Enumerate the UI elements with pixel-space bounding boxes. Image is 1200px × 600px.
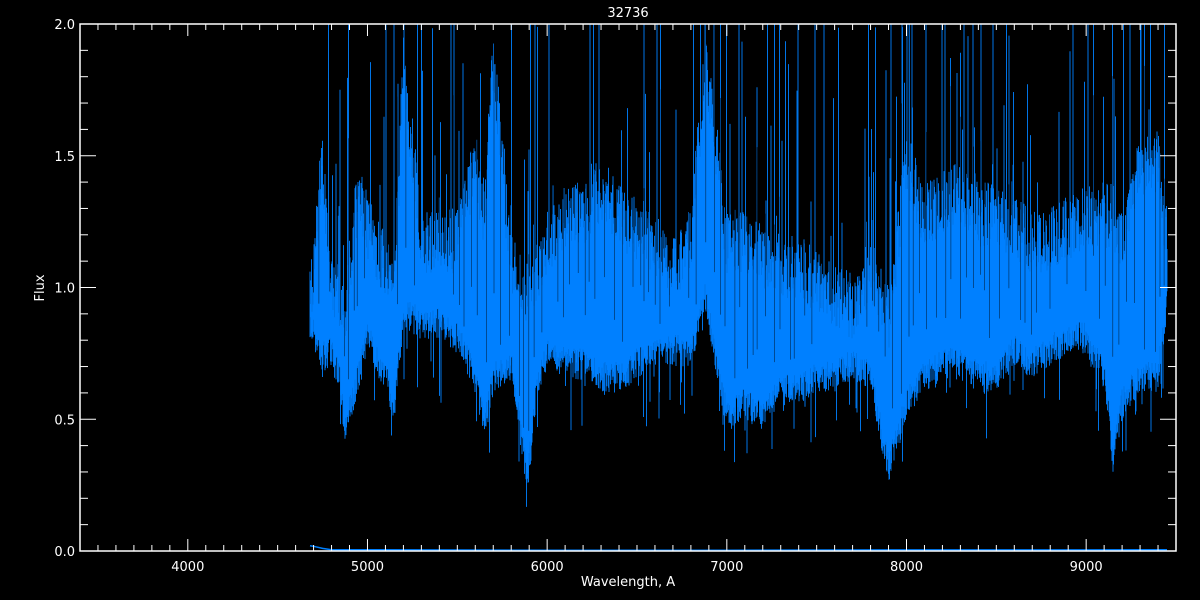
x-axis-label: Wavelength, A [581,575,675,590]
error-series-line [309,544,1168,551]
x-tick-label: 6000 [531,560,564,575]
x-tick-label: 7000 [710,560,743,575]
axes: 4000 5000 6000 7000 8000 9000 0.0 0.5 1.0 1.5 2.0 [54,18,1177,575]
x-tick-label: 8000 [890,560,923,575]
y-tick-label: 0.5 [54,413,75,428]
y-axis-label: Flux [33,274,48,301]
flux-series-line [309,24,1168,507]
chart-title: 32736 [607,6,648,21]
flux-absorption-lines [309,24,1165,431]
x-tick-label: 4000 [171,560,204,575]
y-tick-label: 2.0 [54,18,75,33]
x-tick-label: 9000 [1070,560,1103,575]
y-tick-label: 1.0 [54,282,75,297]
y-tick-label: 1.5 [54,150,75,165]
x-tick-label: 5000 [351,560,384,575]
plot-area [309,24,1168,551]
y-tick-label: 0.0 [54,545,75,560]
